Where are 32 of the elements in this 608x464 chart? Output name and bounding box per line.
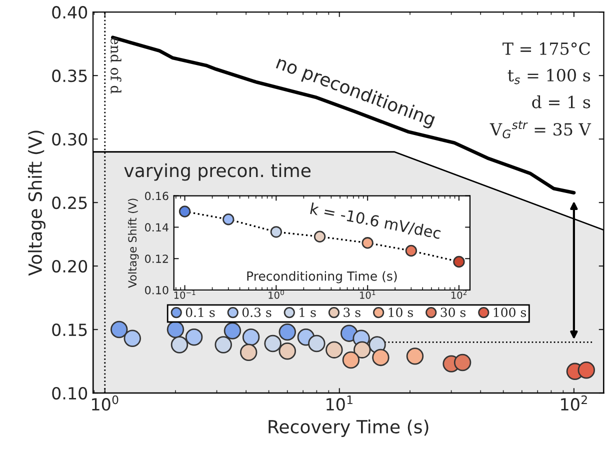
x-tick-label: 10$^{0}$ bbox=[92, 395, 118, 411]
y-tick-label: 0.14 bbox=[145, 223, 168, 232]
annotation: V$_{G}$$^{str}$ = 35 V bbox=[490, 120, 592, 138]
legend-label: 100 s bbox=[494, 308, 526, 318]
y-tick-label: 0.35 bbox=[52, 70, 87, 82]
x-tick-label: 10$^{1}$ bbox=[326, 396, 352, 411]
legend-label: 0.3 s bbox=[242, 308, 272, 318]
y-tick-label: 0.10 bbox=[145, 286, 168, 294]
legend-label: 30 s bbox=[440, 308, 466, 318]
legend-label: 0.1 s bbox=[186, 308, 215, 318]
legend-label: 3 s bbox=[344, 308, 360, 318]
annotation: k = -10.6 mV/dec bbox=[310, 202, 442, 240]
y-tick-label: 0.40 bbox=[52, 6, 88, 19]
y-tick-label: 0.16 bbox=[145, 192, 168, 200]
y-tick-label: 0.30 bbox=[52, 133, 88, 146]
annotation: t$_{s}$ = 100 s bbox=[508, 68, 590, 84]
y-tick-label: 0.15 bbox=[52, 323, 87, 336]
y-tick-label: 0.10 bbox=[52, 386, 88, 400]
ref-line-label: end of d bbox=[110, 37, 122, 94]
x-axis-title: Recovery Time (s) bbox=[268, 420, 428, 438]
y-tick-label: 0.20 bbox=[52, 260, 88, 273]
annotation: d = 1 s bbox=[532, 95, 590, 108]
x-axis-title: Preconditioning Time (s) bbox=[247, 271, 397, 284]
annotation: T = 175°C bbox=[502, 42, 590, 55]
legend-label: 1 s bbox=[300, 308, 316, 318]
y-tick-label: 0.12 bbox=[145, 254, 168, 263]
legend-label: 10 s bbox=[388, 308, 413, 318]
y-axis-title: Voltage Shift (V) bbox=[128, 198, 139, 288]
x-tick-label: 10$^{2}$ bbox=[561, 395, 587, 411]
y-tick-label: 0.25 bbox=[52, 196, 87, 210]
y-axis-title: Voltage Shift (V) bbox=[28, 130, 46, 276]
annotation: varying precon. time bbox=[124, 163, 310, 181]
